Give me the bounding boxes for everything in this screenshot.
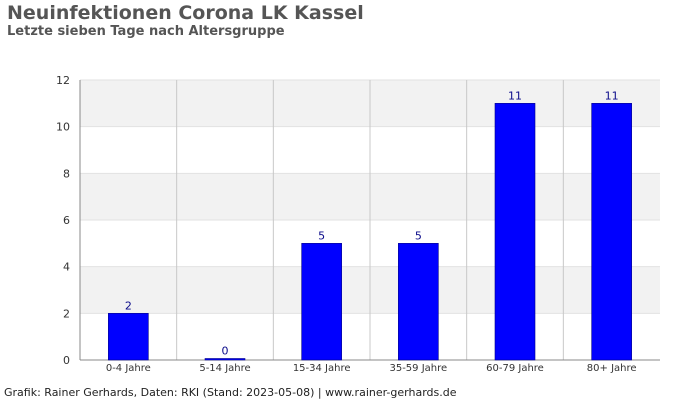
- bar: [204, 358, 246, 361]
- bar: [591, 103, 632, 361]
- y-tick-label: 12: [56, 74, 70, 87]
- x-tick-label: 60-79 Jahre: [486, 363, 544, 374]
- bar: [494, 103, 536, 361]
- y-tick-label: 10: [56, 121, 70, 134]
- data-label: 0: [222, 345, 229, 358]
- y-tick-label: 4: [63, 261, 70, 274]
- chart-title: Neuinfektionen Corona LK Kassel: [7, 2, 364, 24]
- data-label: 5: [318, 229, 325, 242]
- x-tick-label: 15-34 Jahre: [293, 363, 351, 374]
- x-tick-label: 5-14 Jahre: [199, 363, 250, 374]
- chart-subtitle: Letzte sieben Tage nach Altersgruppe: [7, 24, 285, 39]
- data-label: 11: [508, 89, 522, 102]
- y-tick-label: 8: [63, 167, 70, 180]
- chart-footer: Grafik: Rainer Gerhards, Daten: RKI (Sta…: [4, 386, 457, 399]
- x-tick-label: 80+ Jahre: [587, 363, 637, 374]
- x-tick-label: 0-4 Jahre: [106, 363, 151, 374]
- data-label: 5: [415, 229, 422, 242]
- data-label: 11: [605, 89, 619, 102]
- bar: [301, 243, 342, 361]
- x-tick-label: 35-59 Jahre: [389, 363, 447, 374]
- data-label: 2: [125, 299, 132, 312]
- bar: [398, 243, 439, 361]
- y-tick-label: 6: [63, 214, 70, 227]
- y-tick-label: 0: [63, 354, 70, 367]
- y-tick-label: 2: [63, 307, 70, 320]
- bar: [108, 313, 149, 361]
